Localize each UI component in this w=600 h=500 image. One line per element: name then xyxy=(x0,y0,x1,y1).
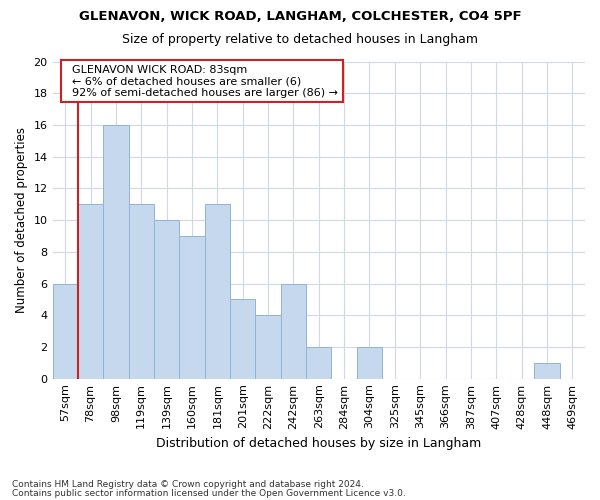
Text: Size of property relative to detached houses in Langham: Size of property relative to detached ho… xyxy=(122,32,478,46)
Bar xyxy=(103,125,128,378)
Bar xyxy=(256,315,281,378)
Bar xyxy=(230,300,256,378)
Bar xyxy=(78,204,103,378)
X-axis label: Distribution of detached houses by size in Langham: Distribution of detached houses by size … xyxy=(156,437,481,450)
Bar xyxy=(128,204,154,378)
Bar xyxy=(53,284,78,378)
Bar xyxy=(534,363,560,378)
Bar xyxy=(154,220,179,378)
Text: GLENAVON, WICK ROAD, LANGHAM, COLCHESTER, CO4 5PF: GLENAVON, WICK ROAD, LANGHAM, COLCHESTER… xyxy=(79,10,521,23)
Bar xyxy=(306,347,331,378)
Bar xyxy=(281,284,306,378)
Bar xyxy=(205,204,230,378)
Bar xyxy=(357,347,382,378)
Text: GLENAVON WICK ROAD: 83sqm
  ← 6% of detached houses are smaller (6)
  92% of sem: GLENAVON WICK ROAD: 83sqm ← 6% of detach… xyxy=(65,64,338,98)
Text: Contains HM Land Registry data © Crown copyright and database right 2024.: Contains HM Land Registry data © Crown c… xyxy=(12,480,364,489)
Text: Contains public sector information licensed under the Open Government Licence v3: Contains public sector information licen… xyxy=(12,489,406,498)
Y-axis label: Number of detached properties: Number of detached properties xyxy=(15,127,28,313)
Bar xyxy=(179,236,205,378)
